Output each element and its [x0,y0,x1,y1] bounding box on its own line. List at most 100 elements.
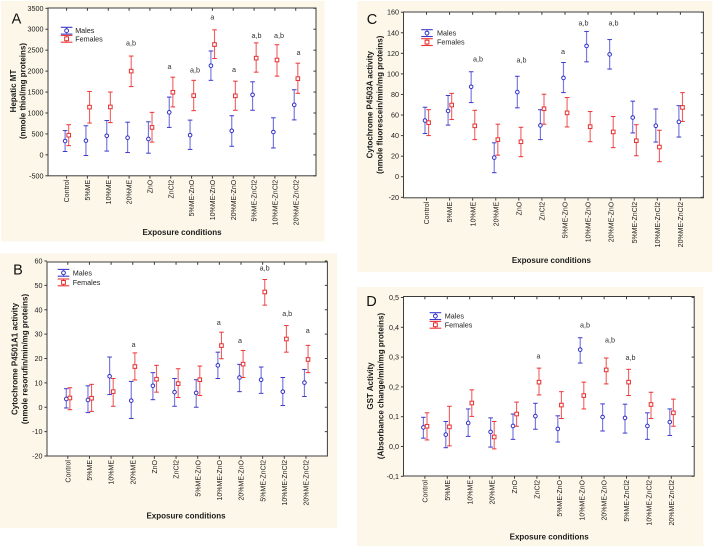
svg-text:a,b: a,b [274,31,284,40]
svg-text:a,b: a,b [626,353,636,362]
svg-text:ZnCl2: ZnCl2 [174,460,181,479]
svg-text:ZnCl2: ZnCl2 [540,202,547,221]
svg-text:10%ME: 10%ME [109,460,116,485]
svg-text:Exposure conditions: Exposure conditions [512,256,592,265]
svg-text:100: 100 [387,69,399,78]
svg-text:0,4: 0,4 [389,323,399,332]
svg-text:3000: 3000 [28,25,44,34]
svg-text:(nmole fluorescein/min/mg prot: (nmole fluorescein/min/mg proteins) [376,35,385,174]
svg-text:Control: Control [424,201,431,224]
svg-text:10%ME-ZnO: 10%ME-ZnO [586,201,593,242]
svg-text:20%ME: 20%ME [130,460,137,485]
svg-text:-500: -500 [29,171,43,180]
svg-text:a: a [132,340,136,349]
svg-text:5%ME-ZnCl2: 5%ME-ZnCl2 [632,202,639,244]
svg-text:a: a [168,62,172,71]
svg-text:20%ME-ZnCl2: 20%ME-ZnCl2 [304,460,311,506]
svg-text:Males: Males [445,312,465,321]
svg-text:(nmole resorufin/min/mg protei: (nmole resorufin/min/mg proteins) [20,294,29,425]
svg-text:60: 60 [35,257,43,266]
svg-text:50: 50 [35,281,43,290]
svg-text:a: a [210,13,214,22]
svg-text:5%ME-ZnCl2: 5%ME-ZnCl2 [260,460,267,502]
svg-text:20%ME-ZnCl2: 20%ME-ZnCl2 [669,480,676,526]
svg-text:20%ME-ZnO: 20%ME-ZnO [239,459,246,500]
svg-text:a: a [232,65,236,74]
svg-text:0,3: 0,3 [389,353,399,362]
svg-text:Females: Females [445,320,473,329]
svg-text:140: 140 [387,28,399,37]
svg-text:5%ME-ZnO: 5%ME-ZnO [189,179,196,216]
svg-text:a: a [238,336,242,345]
svg-text:160: 160 [387,8,399,17]
svg-text:a: a [217,318,221,327]
svg-text:30: 30 [35,330,43,339]
svg-text:a: a [297,48,301,57]
svg-text:20: 20 [391,152,399,161]
svg-text:20%ME: 20%ME [490,480,497,505]
svg-text:0,1: 0,1 [389,412,399,421]
svg-text:10%ME-ZnO: 10%ME-ZnO [217,459,224,500]
svg-text:2500: 2500 [28,46,44,55]
svg-text:5%ME: 5%ME [445,480,452,501]
svg-text:a,b: a,b [126,39,136,48]
svg-text:a,b: a,b [260,264,270,273]
svg-text:Hepatic MT: Hepatic MT [9,70,18,113]
svg-text:10: 10 [35,378,43,387]
svg-text:5%ME-ZnO: 5%ME-ZnO [557,479,564,516]
svg-text:10%ME-ZnCl2: 10%ME-ZnCl2 [647,480,654,526]
svg-text:Males: Males [75,26,95,35]
svg-text:A: A [12,12,22,28]
svg-text:5%ME: 5%ME [87,460,94,481]
svg-text:Control: Control [64,179,71,202]
svg-text:(Absorbance change/min/mg prot: (Absorbance change/min/mg proteins) [376,313,385,460]
svg-text:20: 20 [35,354,43,363]
svg-text:Cytochrome P4501A1 activity: Cytochrome P4501A1 activity [11,302,20,415]
svg-text:a,b: a,b [252,31,262,40]
svg-text:20%ME-ZnCl2: 20%ME-ZnCl2 [293,180,300,226]
svg-text:GST Activity: GST Activity [366,362,375,410]
svg-text:20%ME-ZnO: 20%ME-ZnO [609,201,616,242]
svg-text:ZnO: ZnO [516,201,523,215]
svg-text:1000: 1000 [28,108,44,117]
svg-text:Females: Females [73,278,101,287]
svg-text:60: 60 [391,111,399,120]
svg-text:B: B [13,263,23,279]
svg-text:10%ME-ZnCl2: 10%ME-ZnCl2 [282,460,289,506]
svg-text:Exposure conditions: Exposure conditions [146,512,226,521]
svg-text:10%ME-ZnCl2: 10%ME-ZnCl2 [655,202,662,248]
svg-text:0,2: 0,2 [389,382,399,391]
svg-text:0: 0 [40,150,44,159]
svg-text:Females: Females [437,38,465,47]
svg-text:(nmole thiol/mg proteins): (nmole thiol/mg proteins) [18,43,27,139]
svg-text:10%ME: 10%ME [106,179,113,204]
svg-text:Exposure conditions: Exposure conditions [510,532,590,541]
svg-text:5%ME-ZnCl2: 5%ME-ZnCl2 [624,480,631,522]
svg-text:80: 80 [391,90,399,99]
svg-text:ZnO: ZnO [148,179,155,193]
svg-text:a: a [306,326,310,335]
svg-text:0: 0 [39,403,43,412]
svg-text:a,b: a,b [517,56,527,65]
svg-text:0,5: 0,5 [389,293,399,302]
svg-text:5%ME-ZnCl2: 5%ME-ZnCl2 [252,180,259,222]
svg-text:20%ME-ZnO: 20%ME-ZnO [602,479,609,520]
svg-text:0: 0 [395,172,399,181]
svg-text:Males: Males [437,29,457,38]
svg-text:a,b: a,b [605,336,615,345]
svg-text:10%ME-ZnCl2: 10%ME-ZnCl2 [273,180,280,226]
svg-text:ZnO: ZnO [152,459,159,473]
svg-text:-0,1: -0,1 [387,472,399,481]
svg-text:10%ME-ZnO: 10%ME-ZnO [210,179,217,220]
svg-text:a,b: a,b [609,19,619,28]
svg-text:1500: 1500 [28,88,44,97]
svg-text:a: a [561,47,565,56]
svg-text:ZnO: ZnO [512,479,519,493]
svg-text:5%ME: 5%ME [447,201,454,222]
svg-text:20%ME: 20%ME [493,201,500,226]
svg-text:Females: Females [75,34,103,43]
svg-text:500: 500 [32,129,44,138]
svg-text:Control: Control [65,460,72,483]
svg-text:-20: -20 [32,452,42,461]
svg-text:Males: Males [73,268,93,277]
